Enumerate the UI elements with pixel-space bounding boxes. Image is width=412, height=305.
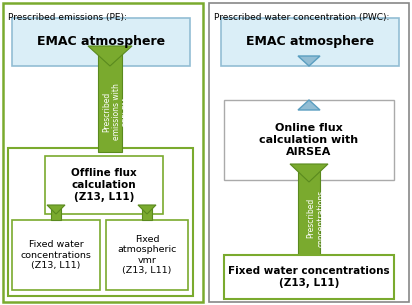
- Bar: [51, 205, 61, 220]
- Text: Prescribed
concentrations: Prescribed concentrations: [306, 189, 326, 247]
- Bar: [8, 148, 193, 296]
- Text: EMAC atmosphere: EMAC atmosphere: [246, 35, 374, 48]
- Polygon shape: [138, 205, 156, 214]
- Text: Prescribed emissions (PE):: Prescribed emissions (PE):: [8, 13, 127, 22]
- Bar: [142, 205, 152, 220]
- Bar: [98, 46, 122, 152]
- Bar: [12, 220, 100, 290]
- Text: EMAC atmosphere: EMAC atmosphere: [37, 35, 165, 48]
- Bar: [45, 156, 163, 214]
- Text: Fixed
atmospheric
vmr
(Z13, L11): Fixed atmospheric vmr (Z13, L11): [117, 235, 177, 275]
- Text: Prescribed water concentration (PWC):: Prescribed water concentration (PWC):: [214, 13, 389, 22]
- Polygon shape: [290, 164, 328, 182]
- Polygon shape: [47, 205, 65, 214]
- Bar: [3, 3, 203, 302]
- Polygon shape: [88, 46, 132, 66]
- Text: Prescribed
emissions with
OFFLEM: Prescribed emissions with OFFLEM: [102, 84, 132, 140]
- Bar: [298, 164, 320, 255]
- Bar: [12, 18, 190, 66]
- Text: Fixed water concentrations
(Z13, L11): Fixed water concentrations (Z13, L11): [228, 266, 390, 288]
- Bar: [224, 255, 394, 299]
- Text: Fixed water
concentrations
(Z13, L11): Fixed water concentrations (Z13, L11): [21, 240, 91, 270]
- Polygon shape: [298, 56, 320, 66]
- Polygon shape: [298, 100, 320, 110]
- Bar: [106, 220, 188, 290]
- Text: Offline flux
calculation
(Z13, L11): Offline flux calculation (Z13, L11): [71, 168, 137, 202]
- Bar: [209, 3, 409, 302]
- Bar: [224, 100, 394, 180]
- Bar: [221, 18, 399, 66]
- Text: Online flux
calculation with
AIRSEA: Online flux calculation with AIRSEA: [260, 124, 358, 156]
